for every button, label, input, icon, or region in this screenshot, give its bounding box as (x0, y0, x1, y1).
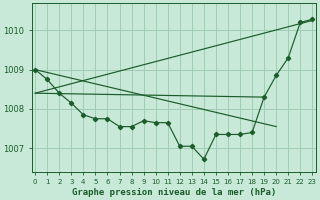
X-axis label: Graphe pression niveau de la mer (hPa): Graphe pression niveau de la mer (hPa) (72, 188, 276, 197)
